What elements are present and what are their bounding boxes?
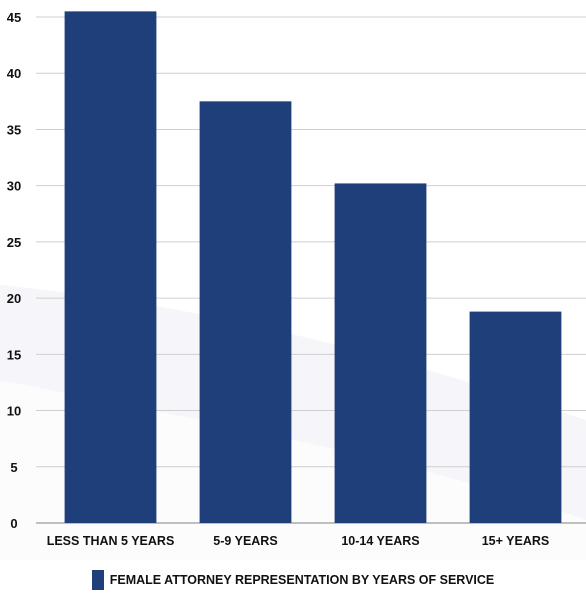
y-tick-label: 40 [7, 66, 21, 81]
legend: FEMALE ATTORNEY REPRESENTATION BY YEARS … [0, 567, 586, 593]
x-tick-label: 10-14 YEARS [341, 534, 419, 548]
bar [64, 11, 157, 524]
bar-chart: 0 5 10 15 20 25 30 35 40 45 LESS THAN 5 YEARS 5-9 … [6, 10, 586, 548]
bar [199, 101, 292, 523]
y-tick-label: 15 [7, 347, 21, 362]
y-tick-label: 0 [10, 516, 17, 531]
x-axis-labels: LESS THAN 5 YEARS 5-9 YEARS 10-14 YEARS 15+… [47, 534, 550, 548]
legend-label: FEMALE ATTORNEY REPRESENTATION BY YEARS … [109, 573, 495, 587]
y-tick-label: 10 [7, 404, 21, 419]
y-tick-label: 25 [7, 235, 21, 250]
y-tick-label: 20 [7, 291, 21, 306]
bars [64, 11, 562, 524]
y-tick-label: 30 [7, 179, 21, 194]
bar [334, 183, 427, 523]
legend-swatch [91, 570, 104, 590]
bar [469, 311, 562, 523]
x-tick-label: 15+ YEARS [482, 534, 550, 548]
y-tick-label: 5 [10, 460, 17, 475]
x-tick-label: 5-9 YEARS [213, 534, 277, 548]
x-tick-label: LESS THAN 5 YEARS [47, 534, 175, 548]
y-tick-label: 35 [7, 122, 21, 137]
y-axis-labels: 0 5 10 15 20 25 30 35 40 45 [7, 10, 21, 531]
y-tick-label: 45 [7, 10, 21, 25]
